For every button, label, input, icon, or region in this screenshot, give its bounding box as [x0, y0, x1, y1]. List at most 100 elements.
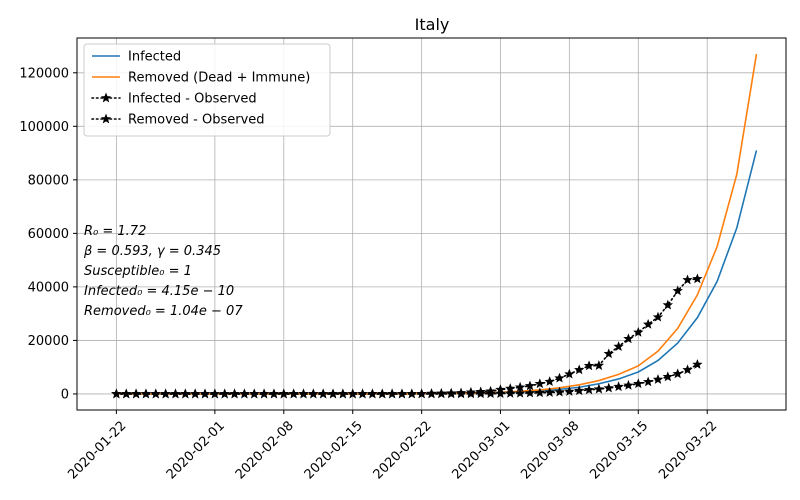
data-point-star — [386, 388, 398, 399]
data-point-star — [436, 388, 447, 399]
data-point-star — [642, 376, 654, 387]
data-point-star — [111, 388, 122, 399]
data-point-star — [652, 311, 664, 322]
annotation-line: Susceptible₀ = 1 — [84, 264, 192, 279]
y-tick-label: 20000 — [28, 334, 69, 349]
data-point-star — [544, 376, 555, 387]
annotation-line: Infected₀ = 4.15e − 10 — [84, 284, 234, 299]
data-point-star — [593, 360, 605, 370]
series-layer — [111, 53, 758, 399]
data-point-star — [534, 387, 545, 398]
data-point-star — [692, 359, 703, 369]
data-point-star — [337, 388, 349, 399]
data-point-star — [672, 285, 683, 296]
annotation-line: Removed₀ = 1.04e − 07 — [84, 304, 243, 319]
data-point-star — [662, 371, 673, 382]
legend-item: Removed - Observed — [91, 113, 265, 128]
annotation-line: R₀ = 1.72 — [84, 224, 146, 239]
data-point-star — [623, 379, 634, 390]
legend-label: Infected — [128, 50, 181, 65]
data-point-star — [258, 388, 270, 399]
y-tick-label: 80000 — [28, 173, 69, 188]
legend-label: Removed - Observed — [128, 113, 265, 128]
data-point-star — [603, 348, 614, 359]
data-point-star — [219, 388, 230, 399]
y-tick-label: 40000 — [28, 280, 69, 295]
data-point-star — [426, 388, 437, 399]
data-point-star — [574, 364, 585, 375]
data-point-star — [554, 372, 565, 383]
data-point-star — [239, 388, 250, 399]
data-point-star — [190, 388, 201, 399]
data-point-star — [583, 384, 595, 395]
data-point-star — [377, 388, 388, 399]
data-point-star — [327, 388, 339, 399]
data-point-star — [633, 378, 644, 389]
data-point-star — [357, 388, 368, 399]
data-point-star — [367, 388, 378, 399]
data-point-star — [524, 387, 536, 398]
data-point-star — [396, 388, 408, 399]
data-point-star — [278, 388, 289, 399]
legend-marker — [100, 92, 112, 103]
y-tick-label: 120000 — [19, 66, 69, 81]
data-point-star — [268, 388, 280, 399]
data-point-star — [318, 388, 329, 399]
parameters-annotation: R₀ = 1.72 β = 0.593, γ = 0.345 Susceptible… — [83, 224, 243, 319]
data-point-star — [672, 368, 683, 379]
data-point-star — [603, 382, 614, 393]
data-point-star — [564, 386, 575, 396]
data-point-star — [140, 388, 152, 399]
y-tick-label: 60000 — [28, 227, 69, 242]
data-point-star — [308, 388, 319, 399]
series-3 — [111, 359, 703, 399]
annotation-line: β = 0.593, γ = 0.345 — [83, 244, 221, 259]
data-point-star — [160, 388, 171, 399]
data-point-star — [505, 387, 516, 398]
data-point-star — [652, 374, 664, 384]
data-point-star — [455, 388, 467, 399]
data-point-star — [662, 299, 673, 310]
data-point-star — [485, 388, 496, 399]
data-point-star — [613, 341, 624, 351]
data-point-star — [475, 388, 486, 399]
data-point-star — [446, 388, 457, 399]
legend-label: Infected - Observed — [128, 92, 257, 107]
data-point-star — [199, 388, 211, 399]
data-point-star — [623, 333, 634, 344]
data-point-star — [406, 388, 417, 399]
data-point-star — [613, 381, 624, 392]
data-point-star — [583, 360, 595, 371]
legend-item: Removed (Dead + Immune) — [92, 71, 310, 86]
data-point-star — [465, 388, 477, 399]
y-axis: 0 20000 40000 60000 80000 100000 120000 — [19, 66, 77, 402]
data-point-star — [514, 387, 526, 398]
data-point-star — [130, 388, 142, 399]
data-point-star — [633, 326, 644, 337]
legend: Infected Removed (Dead + Immune) Infected … — [83, 43, 331, 137]
data-point-star — [495, 388, 506, 398]
data-point-star — [298, 388, 309, 399]
data-point-star — [593, 383, 605, 394]
data-point-star — [288, 388, 299, 399]
data-point-star — [347, 388, 358, 399]
data-point-star — [682, 364, 693, 375]
data-point-star — [180, 388, 191, 399]
y-tick-label: 100000 — [19, 120, 69, 135]
data-point-star — [692, 273, 703, 284]
data-point-star — [416, 388, 427, 399]
data-point-star — [642, 318, 654, 329]
data-point-star — [554, 386, 565, 397]
data-point-star — [209, 388, 221, 399]
y-tick-label: 0 — [61, 387, 69, 402]
data-point-star — [544, 387, 555, 397]
legend-item: Infected - Observed — [91, 92, 257, 107]
legend-box — [83, 43, 331, 137]
plot-frame — [76, 37, 787, 411]
legend-item: Infected — [92, 50, 181, 65]
data-point-star — [534, 378, 545, 389]
data-point-star — [121, 388, 132, 399]
data-point-star — [170, 388, 181, 399]
data-point-star — [574, 385, 585, 396]
